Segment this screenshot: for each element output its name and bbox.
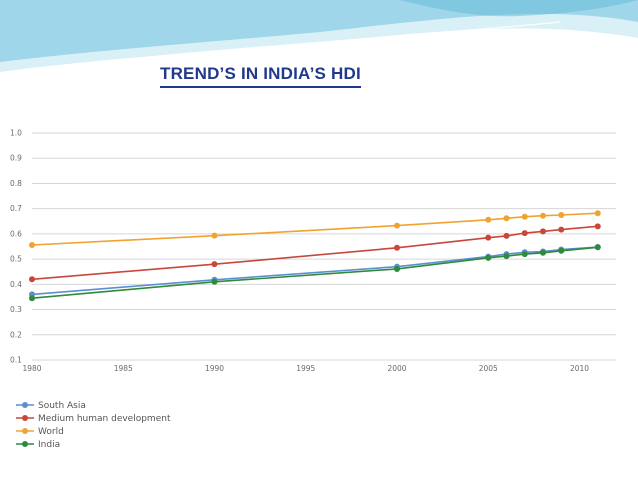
legend-label-medium-human-development: Medium human development	[38, 414, 171, 424]
y-tick-label: 0.1	[10, 356, 22, 365]
legend-label-world: World	[38, 427, 64, 437]
data-point-world	[211, 232, 218, 239]
data-point-medium-human-development	[211, 261, 218, 268]
data-point-world	[594, 210, 601, 217]
data-point-india	[211, 278, 218, 285]
series-line-world	[31, 212, 598, 246]
data-point-world	[521, 213, 528, 220]
slide-title: TREND’S IN INDIA’S HDI	[160, 64, 361, 88]
hdi-trend-chart: 0.1 0.2 0.3 0.4 0.5 0.6 0.7 0.8 0.9 1.0 1980 1985 19…	[6, 97, 626, 459]
data-point-india	[540, 249, 546, 256]
data-point-medium-human-development	[485, 234, 492, 241]
data-point-medium-human-development	[540, 228, 546, 235]
series-line-south-asia	[31, 246, 598, 296]
data-point-world	[485, 216, 492, 223]
data-point-world	[558, 211, 565, 218]
y-tick-label: 0.4	[10, 280, 22, 289]
legend-swatch-marker-india	[22, 441, 28, 447]
data-point-medium-human-development	[558, 226, 565, 233]
x-tick-label: 2010	[570, 364, 589, 373]
legend-label-india: India	[38, 440, 60, 450]
y-tick-label: 0.6	[10, 229, 22, 238]
data-point-medium-human-development	[503, 232, 510, 239]
legend-label-south-asia: South Asia	[38, 401, 86, 411]
data-point-india	[521, 251, 528, 258]
y-tick-label: 0.7	[10, 204, 22, 213]
y-tick-label: 0.5	[10, 255, 22, 264]
header-wave-dark	[0, 0, 638, 62]
data-point-world	[29, 241, 35, 248]
data-point-medium-human-development	[29, 276, 35, 283]
chart-svg: 0.1 0.2 0.3 0.4 0.5 0.6 0.7 0.8 0.9 1.0 1980 1985 19…	[10, 129, 616, 450]
data-point-india	[394, 265, 400, 272]
data-point-world	[540, 212, 546, 219]
legend-swatch-marker-world	[22, 428, 28, 434]
y-tick-label: 0.3	[10, 305, 22, 314]
data-point-india	[558, 247, 565, 254]
data-point-india	[594, 244, 601, 251]
x-tick-label: 1995	[296, 364, 315, 373]
y-tick-label: 0.8	[10, 179, 22, 188]
data-point-india	[503, 253, 510, 260]
data-point-india	[485, 254, 492, 261]
x-tick-label: 1980	[22, 364, 41, 373]
data-point-world	[503, 215, 510, 222]
y-tick-label: 0.2	[10, 330, 22, 339]
data-point-medium-human-development	[521, 230, 528, 237]
data-point-india	[29, 295, 35, 302]
header-wave-decoration	[0, 0, 638, 72]
y-tick-label: 0.9	[10, 154, 22, 163]
y-tick-label: 1.0	[10, 129, 22, 138]
legend-swatch-marker-south-asia	[22, 402, 28, 408]
legend-swatch-marker-medium-human-development	[22, 415, 28, 421]
header-wave-line	[39, 21, 561, 71]
x-tick-label: 2000	[387, 364, 406, 373]
x-tick-label: 2005	[479, 364, 498, 373]
data-point-medium-human-development	[594, 223, 601, 230]
x-tick-label: 1990	[205, 364, 224, 373]
x-tick-label: 1985	[114, 364, 133, 373]
data-point-medium-human-development	[394, 244, 400, 251]
header-wave-accent	[0, 0, 638, 17]
data-point-world	[394, 222, 400, 229]
